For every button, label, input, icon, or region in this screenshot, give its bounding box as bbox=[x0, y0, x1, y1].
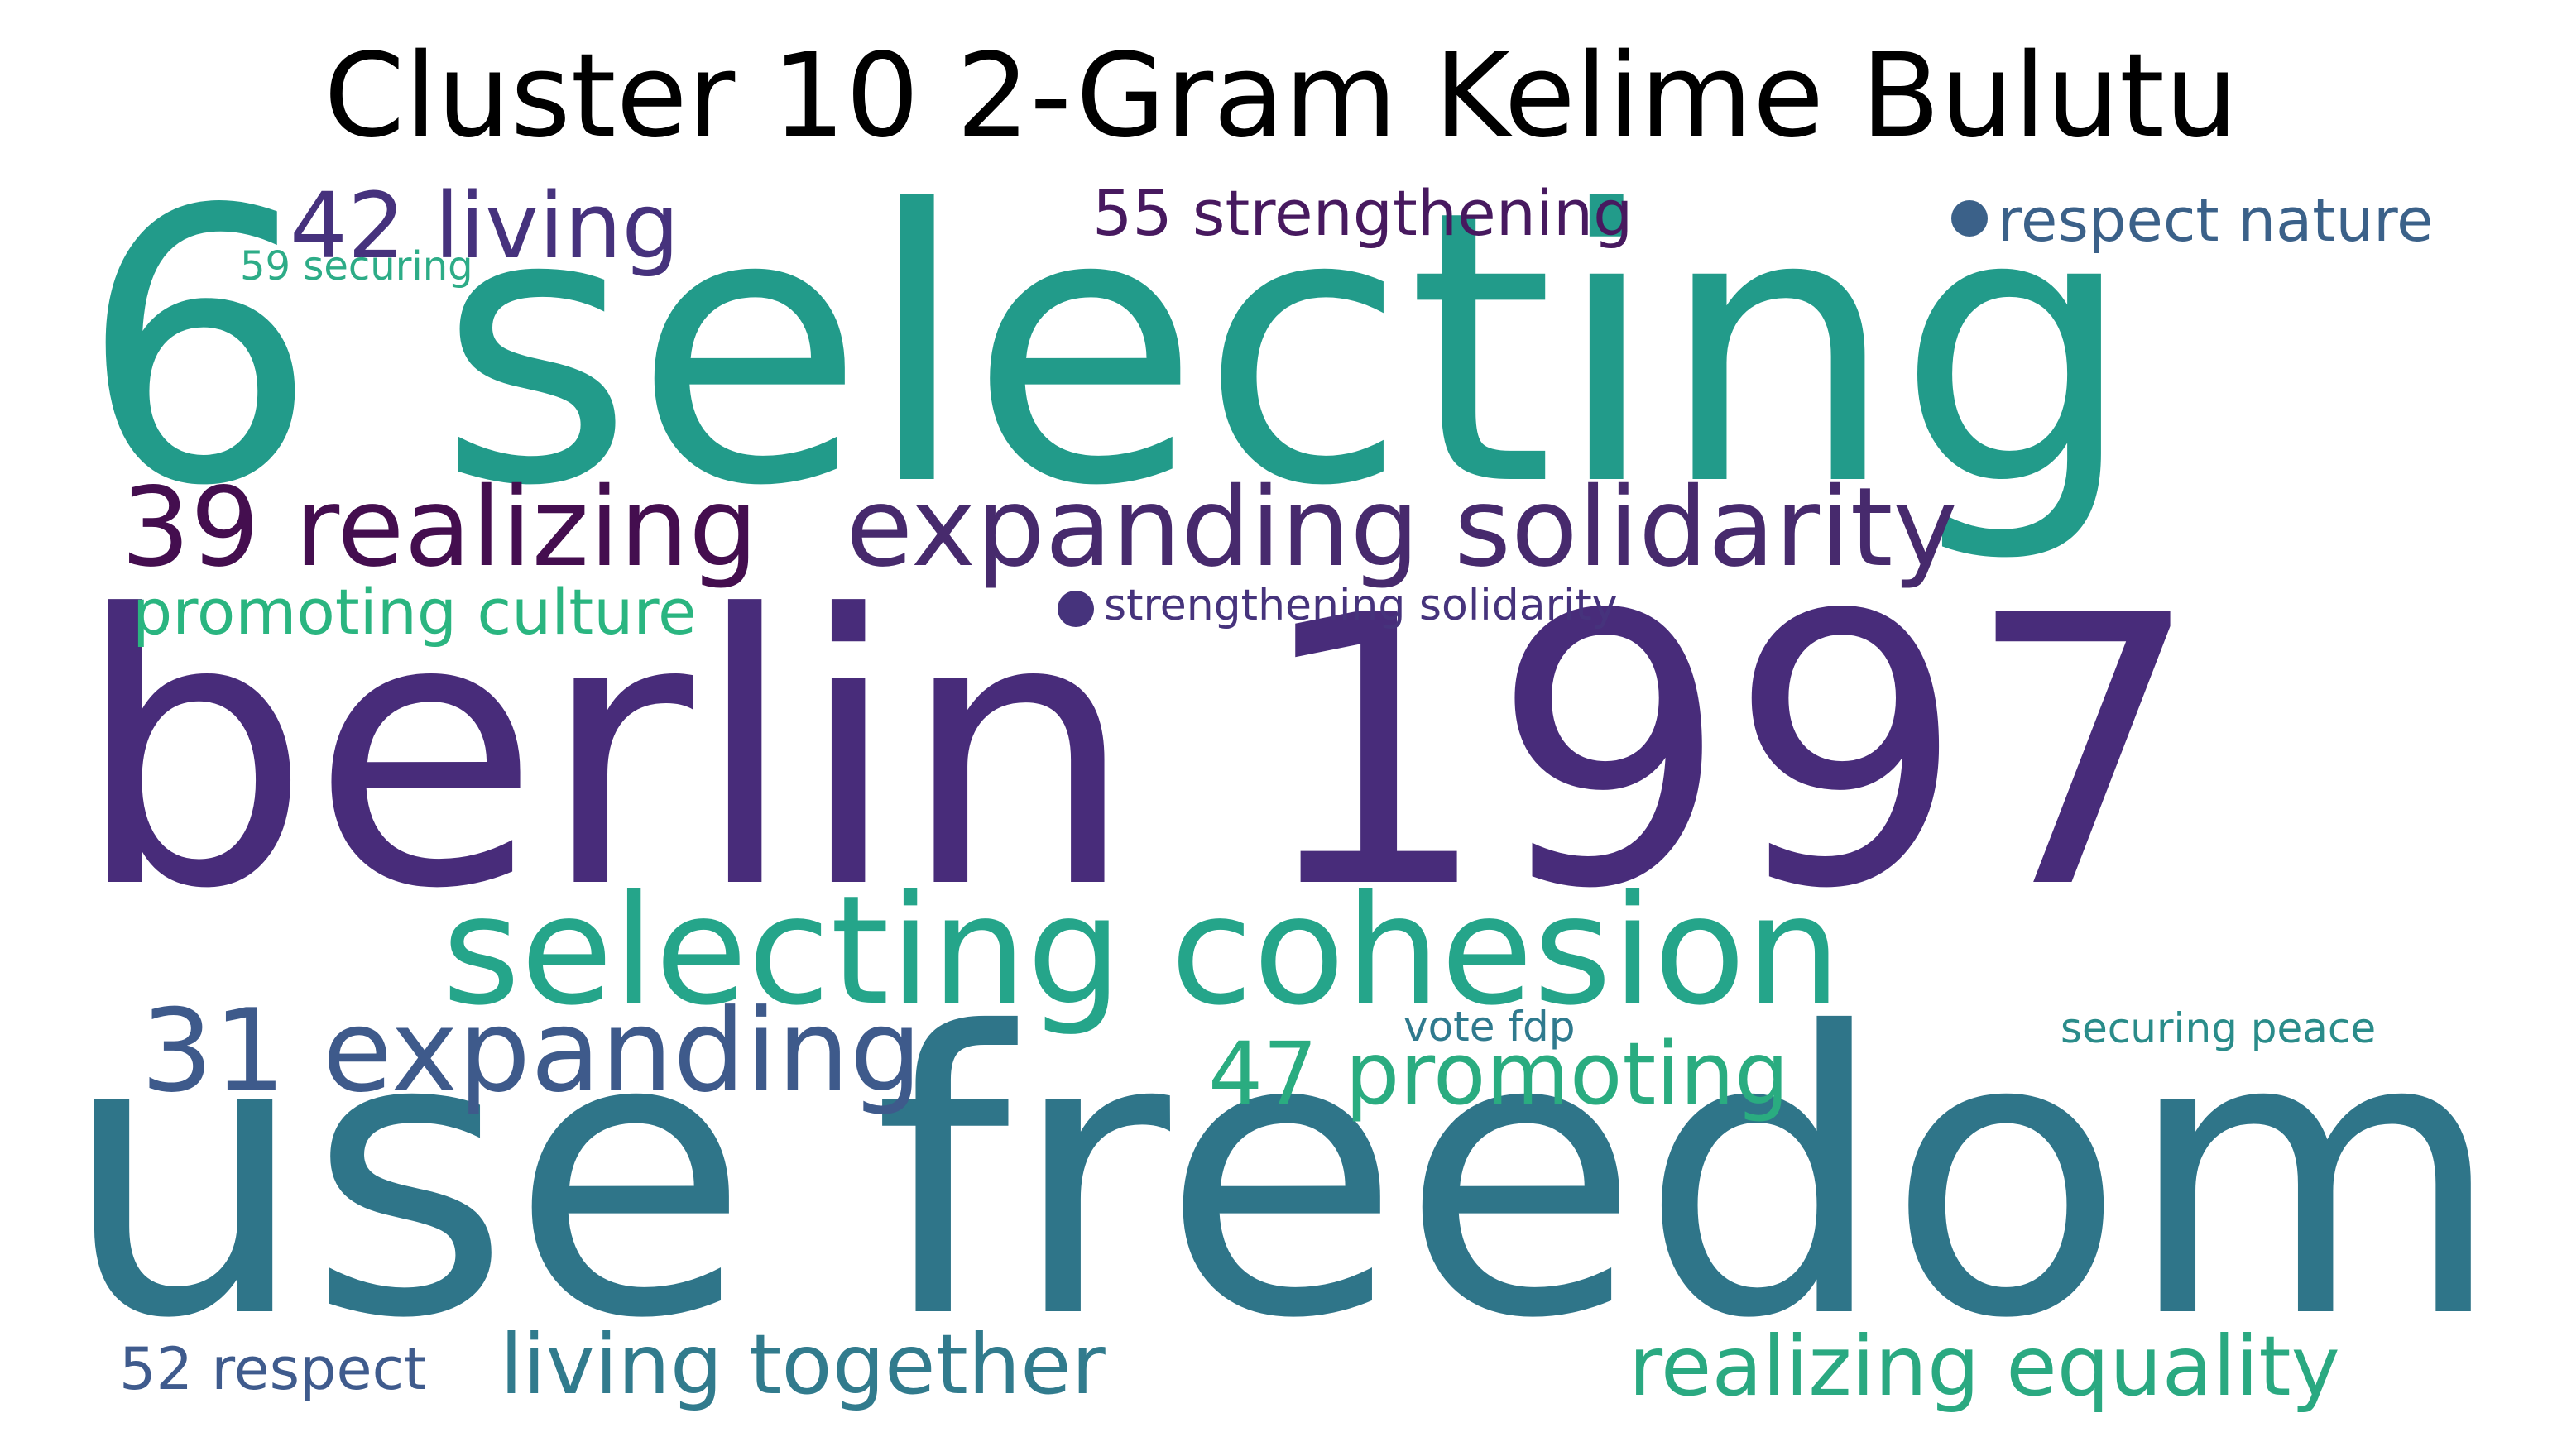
word-52-respect: 52 respect bbox=[119, 1335, 427, 1403]
word-55-strengthening: 55 strengthening bbox=[1092, 176, 1634, 250]
word-promoting-culture: promoting culture bbox=[132, 575, 697, 649]
word-59-securing: 59 securing bbox=[240, 243, 473, 290]
word-berlin-1997: berlin 1997 bbox=[74, 537, 2203, 970]
word-47-promoting: 47 promoting bbox=[1208, 1023, 1790, 1124]
word-31-expanding: 31 expanding bbox=[141, 984, 923, 1118]
word-strengthening-solidarity: strengthening solidarity bbox=[1104, 581, 1618, 630]
word-vote-fdp: vote fdp bbox=[1403, 1003, 1576, 1051]
bullet-dot bbox=[1951, 200, 1988, 237]
word-6-selecting: 6 selecting bbox=[79, 132, 2136, 568]
word-securing-peace: securing peace bbox=[2061, 1004, 2377, 1052]
word-use-freedom: use freedom bbox=[61, 951, 2504, 1403]
word-39-realizing: 39 realizing bbox=[121, 464, 759, 592]
bullet-dot bbox=[1058, 591, 1094, 627]
word-42-living: 42 living bbox=[290, 173, 680, 279]
word-respect-nature: respect nature bbox=[1998, 185, 2434, 255]
word-realizing-equality: realizing equality bbox=[1629, 1318, 2340, 1415]
word-living-together: living together bbox=[500, 1316, 1106, 1413]
chart-title: Cluster 10 2-Gram Kelime Bulutu bbox=[324, 29, 2238, 164]
word-expanding-solidarity: expanding solidarity bbox=[846, 464, 1958, 592]
word-selecting-cohesion: selecting cohesion bbox=[442, 863, 1841, 1038]
